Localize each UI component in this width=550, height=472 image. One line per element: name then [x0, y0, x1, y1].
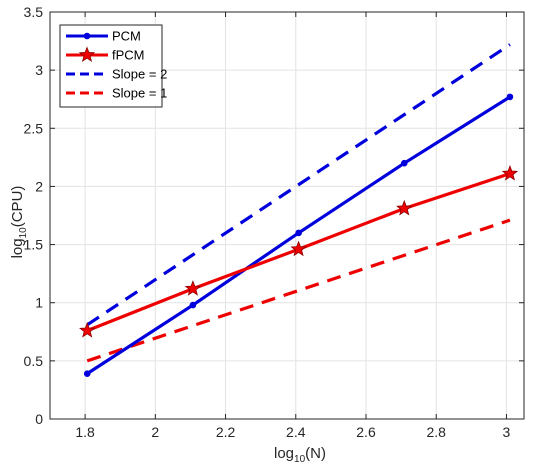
x-tick-label: 2 — [151, 424, 159, 440]
data-point-pcm — [83, 370, 91, 377]
legend-entry-pcm: PCM — [66, 29, 141, 44]
x-tick-label: 3 — [503, 424, 511, 440]
legend-marker-fpcm — [78, 46, 96, 62]
y-tick-label: 1 — [35, 295, 43, 311]
y-axis-title: log10(CPU) — [9, 186, 29, 259]
legend-items: PCM fPCM Slope = 2 Slope = 1 — [66, 29, 167, 101]
series-pcm — [83, 93, 514, 377]
x-axis: 1.8 2 2.2 2.4 2.6 2.8 3 — [75, 12, 511, 440]
series-group — [79, 43, 519, 377]
data-point-fpcm — [290, 240, 307, 257]
x-axis-title-rest: (N) — [305, 445, 326, 462]
y-axis-title-rest: (CPU) — [9, 186, 26, 228]
legend-marker-pcm — [83, 32, 91, 40]
y-tick-label: 0 — [35, 411, 43, 427]
y-tick-label: 2.5 — [24, 120, 44, 136]
y-tick-label: 0.5 — [24, 353, 44, 369]
legend-entry-slope-1: Slope = 1 — [66, 86, 167, 101]
x-tick-label: 2.4 — [286, 424, 306, 440]
legend-box — [59, 24, 163, 108]
series-line-slope-2 — [86, 43, 511, 327]
y-tick-label: 1.5 — [24, 237, 44, 253]
legend-label-slope-2: Slope = 2 — [112, 67, 167, 82]
x-tick-label: 1.8 — [75, 424, 95, 440]
data-point-fpcm — [79, 322, 96, 338]
x-axis-title: log10(N) — [274, 445, 326, 465]
data-point-pcm — [506, 93, 514, 101]
y-tick-label: 3.5 — [24, 4, 44, 20]
y-tick-label: 3 — [35, 62, 43, 78]
y-axis: 0 0.5 1 1.5 2 2.5 3 3.5 — [24, 4, 524, 427]
legend-label-fpcm: fPCM — [112, 48, 145, 63]
legend-entry-slope-2: Slope = 2 — [66, 67, 167, 82]
legend-label-slope-1: Slope = 1 — [112, 86, 167, 101]
legend-label-pcm: PCM — [112, 29, 141, 44]
plot-area-frame — [49, 11, 525, 420]
y-tick-label: 2 — [35, 178, 43, 194]
data-point-fpcm — [184, 280, 202, 296]
series-slope-1 — [86, 218, 511, 363]
data-point-pcm — [295, 229, 302, 237]
data-point-pcm — [400, 159, 408, 167]
legend: PCM fPCM Slope = 2 Slope = 1 — [59, 24, 167, 108]
x-tick-label: 2.2 — [216, 424, 236, 440]
y-axis-title-subscript: 10 — [18, 227, 29, 239]
data-point-fpcm — [396, 199, 413, 216]
x-axis-title-base: log — [274, 445, 294, 462]
series-fpcm — [79, 165, 519, 338]
x-tick-label: 2.6 — [356, 424, 376, 440]
y-axis-title-base: log — [9, 238, 26, 258]
data-point-fpcm — [501, 165, 519, 181]
series-line-slope-1 — [86, 218, 511, 363]
x-axis-title-subscript: 10 — [294, 454, 306, 465]
series-slope-2 — [86, 43, 511, 327]
data-point-pcm — [189, 301, 197, 309]
x-tick-label: 2.8 — [426, 424, 446, 440]
legend-entry-fpcm: fPCM — [66, 46, 145, 63]
